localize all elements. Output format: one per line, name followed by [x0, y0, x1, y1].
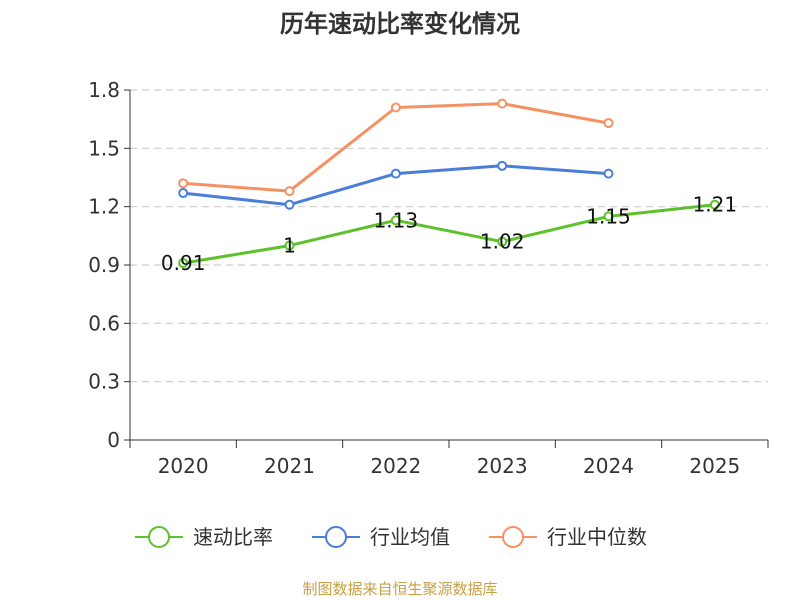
series-line: [182, 203, 715, 265]
data-point: [390, 168, 401, 179]
data-label: 0.91: [161, 251, 206, 275]
legend-label: 行业中位数: [547, 525, 647, 549]
y-tick-label: 1.5: [88, 136, 120, 160]
legend-swatch-marker: [325, 526, 347, 548]
data-label: 1: [283, 234, 296, 258]
data-label: 1.15: [586, 204, 631, 228]
x-tick-label: 2022: [370, 454, 421, 478]
series-layer: 0.91 1 1.13 1.02 1.15 1.21: [161, 98, 738, 275]
legend-swatch-marker: [148, 526, 170, 548]
y-tick-label: 0.9: [88, 253, 120, 277]
x-tick-label: 2024: [583, 454, 634, 478]
legend-swatch-marker: [502, 526, 524, 548]
legend-label: 速动比率: [193, 525, 273, 549]
legend-label: 行业均值: [370, 525, 450, 549]
y-tick-label: 0.3: [88, 370, 120, 394]
data-point: [284, 240, 295, 251]
legend: 速动比率 行业均值 行业中位数: [135, 525, 647, 549]
data-point: [497, 98, 508, 109]
data-point: [284, 199, 295, 210]
data-point: [390, 102, 401, 113]
grid-lines: [130, 89, 768, 383]
data-point: [603, 118, 614, 129]
x-tick-label: 2021: [264, 454, 315, 478]
data-point: [178, 258, 189, 269]
data-point: [497, 160, 508, 171]
chart-title: 历年速动比率变化情况: [280, 10, 520, 38]
y-axis-ticks: 0 0.3 0.6 0.9 1.2 1.5 1.8: [88, 78, 120, 452]
source-note: 制图数据来自恒生聚源数据库: [302, 580, 497, 598]
data-point: [709, 199, 720, 210]
data-point: [178, 188, 189, 199]
data-point: [603, 211, 614, 222]
x-axis-ticks: 2020 2021 2022 2023 2024 2025: [158, 454, 741, 478]
x-tick-label: 2025: [689, 454, 740, 478]
y-tick-label: 1.2: [88, 195, 120, 219]
data-label: 1.21: [693, 193, 738, 217]
data-label: 1.02: [480, 230, 525, 254]
x-tick-label: 2023: [477, 454, 528, 478]
x-tick-label: 2020: [158, 454, 209, 478]
data-point: [284, 186, 295, 197]
y-tick-label: 0: [107, 428, 120, 452]
y-tick-label: 1.8: [88, 78, 120, 102]
data-point: [603, 168, 614, 179]
data-point: [390, 215, 401, 226]
data-label: 1.13: [374, 208, 419, 232]
data-point: [178, 178, 189, 189]
axes: [124, 89, 769, 448]
data-point: [497, 236, 508, 247]
y-tick-label: 0.6: [88, 311, 120, 335]
